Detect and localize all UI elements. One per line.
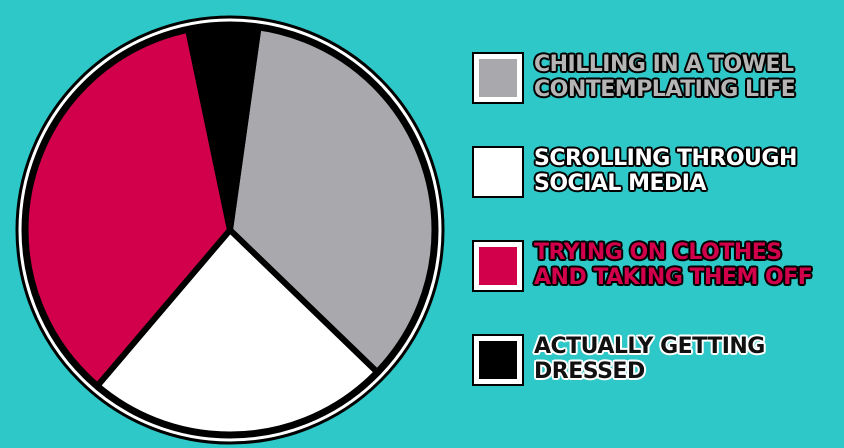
legend-label-scrolling-line-2: SOCIAL MEDIA	[533, 170, 707, 196]
pie-chart	[15, 15, 445, 445]
legend-item-trying: TRYING ON CLOTHES AND TAKING THEM OFF	[470, 239, 840, 292]
legend-label-trying: TRYING ON CLOTHES AND TAKING THEM OFF	[533, 239, 834, 290]
legend-label-chilling-line-2: CONTEMPLATING LIFE	[533, 76, 796, 102]
pie-border	[21, 21, 439, 439]
legend-label-trying-line-2: AND TAKING THEM OFF	[533, 264, 813, 290]
legend-label-scrolling-line-1: SCROLLING THROUGH	[533, 145, 798, 171]
legend-swatch-scrolling	[472, 146, 524, 198]
legend-item-scrolling: SCROLLING THROUGH SOCIAL MEDIA	[470, 145, 840, 198]
legend-label-chilling-line-1: CHILLING IN A TOWEL	[533, 51, 794, 77]
legend-swatch-trying	[472, 240, 524, 292]
legend-label-dressed-line-1: ACTUALLY GETTING	[534, 334, 765, 359]
legend-label-trying-line-1: TRYING ON CLOTHES	[533, 239, 782, 265]
legend-label-chilling: CHILLING IN A TOWEL CONTEMPLATING LIFE	[533, 51, 834, 102]
legend: CHILLING IN A TOWEL CONTEMPLATING LIFE S…	[470, 51, 840, 386]
legend-label-dressed-line-2: DRESSED	[534, 359, 645, 384]
legend-label-scrolling: SCROLLING THROUGH SOCIAL MEDIA	[533, 145, 834, 196]
legend-item-chilling: CHILLING IN A TOWEL CONTEMPLATING LIFE	[470, 51, 840, 104]
legend-item-dressed: ACTUALLY GETTING DRESSED	[470, 334, 840, 386]
legend-swatch-chilling	[472, 52, 524, 104]
legend-swatch-dressed	[472, 334, 524, 386]
legend-label-dressed: ACTUALLY GETTING DRESSED	[534, 334, 834, 384]
